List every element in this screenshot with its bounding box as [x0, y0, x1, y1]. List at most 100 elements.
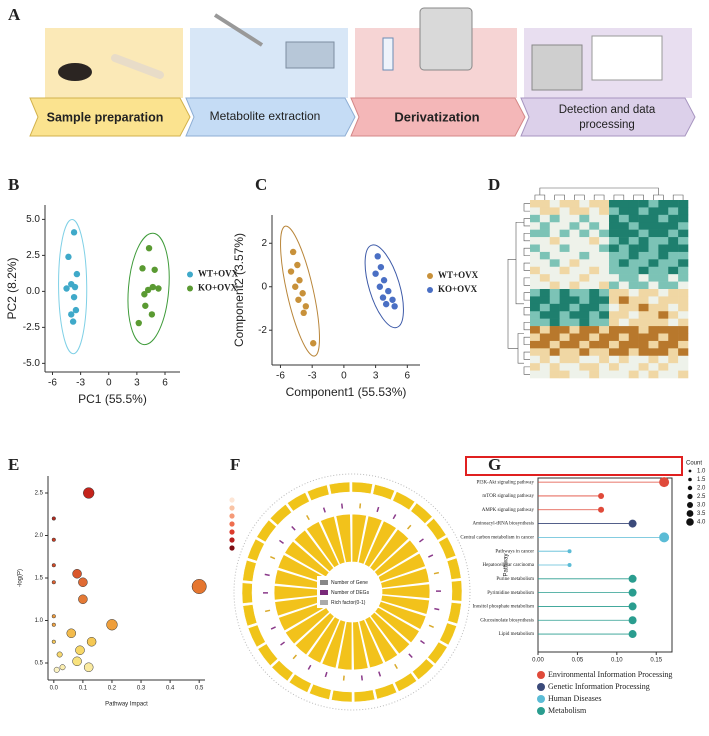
legend-dot: [229, 529, 235, 535]
heatmap-cell: [668, 311, 679, 319]
heatmap-cell: [559, 214, 570, 223]
deg-tick: [408, 653, 413, 659]
sector: [257, 643, 279, 666]
heatmap-cell: [678, 296, 689, 305]
heatmap-cell: [609, 200, 620, 208]
sector: [351, 481, 373, 495]
heatmap-cell: [678, 281, 689, 290]
size-legend-dot: [686, 518, 694, 526]
sector: [336, 621, 353, 671]
point: [69, 318, 77, 325]
heatmap-cell: [530, 259, 541, 268]
x-tick-label: 0.2: [108, 685, 117, 691]
heatmap-cell: [658, 355, 669, 364]
heatmap-cell: [628, 251, 639, 260]
heatmap-cell: [559, 274, 570, 282]
deg-tick: [324, 671, 328, 678]
legend-swatch: [320, 590, 328, 595]
heatmap-cell: [569, 289, 580, 297]
heatmap-cell: [549, 266, 560, 275]
legend-label: KO+OVX: [198, 283, 238, 293]
heatmap-cell: [648, 303, 659, 312]
heatmap-cell: [530, 200, 541, 208]
heatmap-cell: [658, 311, 669, 319]
point: [145, 244, 153, 252]
heatmap-cell: [658, 281, 669, 290]
heatmap-cell: [618, 326, 630, 334]
heatmap-cell: [658, 318, 669, 327]
point: [374, 253, 381, 260]
heatmap-cell: [638, 244, 649, 253]
heatmap-cell: [579, 333, 590, 342]
heatmap-cell: [668, 251, 679, 260]
bubble: [72, 656, 82, 667]
heatmap-cell: [569, 333, 580, 342]
heatmap-cell: [638, 222, 649, 230]
heatmap-cell: [530, 222, 541, 230]
outer-ring: [233, 473, 471, 711]
sector: [439, 622, 457, 646]
centrifuge-icon: [419, 7, 473, 71]
heatmap-cell: [599, 333, 610, 342]
sector: [353, 689, 376, 703]
heatmap-cell: [589, 363, 600, 371]
heatmap-cell: [668, 370, 679, 379]
heatmap-cell: [539, 251, 551, 260]
heatmap-cell: [628, 237, 639, 245]
sector: [305, 520, 340, 569]
heatmap-cell: [539, 370, 551, 379]
heatmap-cell: [539, 237, 551, 245]
heatmap-cell: [648, 281, 659, 290]
legend-label: Metabolism: [548, 706, 587, 715]
panel-label: F: [230, 455, 240, 474]
y-tick-label: -5.0: [23, 358, 41, 369]
dendro-branch: [523, 322, 530, 331]
x-tick-label: 0.00: [532, 657, 544, 663]
dendro-branch: [523, 247, 530, 256]
heatmap-cell: [549, 274, 560, 282]
heatmap-cell: [628, 207, 639, 216]
heatmap-cell: [539, 326, 551, 334]
heatmap-cell: [559, 237, 570, 245]
heatmap-cell: [569, 296, 580, 305]
heatmap-cell: [599, 274, 610, 282]
heatmap-cell: [589, 340, 600, 349]
sector: [335, 513, 352, 564]
deg-tick: [433, 571, 440, 575]
heatmap-cell: [638, 229, 649, 238]
heatmap-cell: [609, 340, 620, 349]
sector: [284, 606, 331, 645]
heatmap-cell: [599, 222, 610, 230]
dendro-branch: [554, 194, 565, 200]
heatmap-cell: [618, 370, 630, 379]
heatmap-cell: [589, 326, 600, 334]
heatmap-cell: [648, 326, 659, 334]
heatmap-cell: [539, 229, 551, 238]
sector: [380, 567, 430, 589]
heatmap-cell: [579, 326, 590, 334]
heatmap-cell: [559, 348, 570, 357]
heatmap-cell: [648, 318, 659, 327]
bubble: [83, 487, 95, 499]
heatmap-cell: [628, 266, 639, 275]
heatmap-cell: [589, 222, 600, 230]
heatmap-cell: [549, 363, 560, 371]
heatmap-cell: [658, 296, 669, 305]
legend-label: Number of Gene: [331, 580, 368, 586]
dendro-branch: [593, 194, 605, 200]
bubble: [56, 651, 63, 658]
sector: [425, 518, 447, 541]
size-legend-label: 2.0: [697, 486, 706, 492]
heatmap-cell: [628, 340, 639, 349]
sector: [358, 618, 385, 669]
heatmap-cell: [569, 318, 580, 327]
heatmap-cell: [618, 251, 630, 260]
y-tick-label: 2: [261, 238, 267, 249]
heatmap-cell: [628, 311, 639, 319]
highlight-box: [465, 456, 683, 476]
y-tick-label: 5.0: [26, 214, 40, 225]
y-tick-label: Glucosinolate biosynthesis: [480, 618, 534, 623]
lollipop-head: [628, 630, 637, 639]
deg-tick: [434, 607, 440, 611]
point: [141, 291, 148, 298]
